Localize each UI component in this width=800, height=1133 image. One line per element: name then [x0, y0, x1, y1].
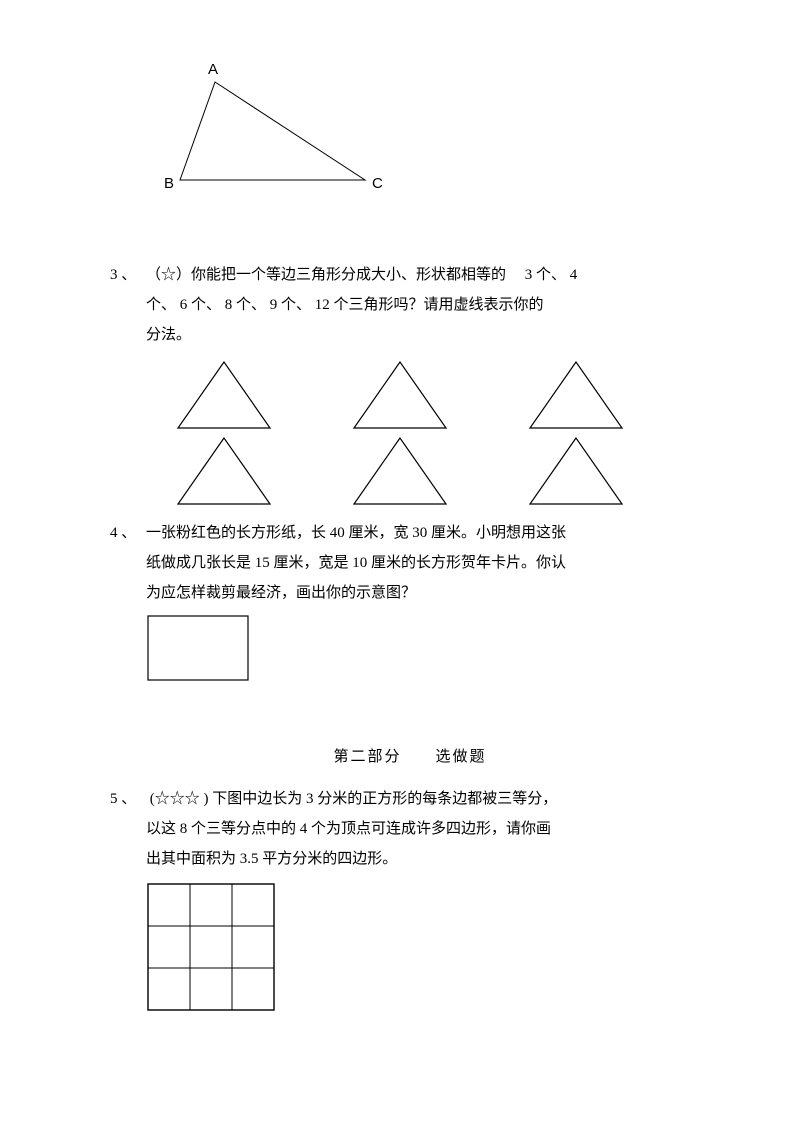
q3-line1: 3 、（☆）你能把一个等边三角形分成大小、形状都相等的 3 个、 4 [110, 260, 710, 290]
q4-line2: 纸做成几张长是 15 厘米，宽是 10 厘米的长方形贺年卡片。你认 [110, 548, 710, 578]
eq-triangle-6 [522, 434, 630, 508]
grid-3x3-svg [146, 882, 282, 1018]
q5-text1: (☆☆☆ ) 下图中边长为 3 分米的正方形的每条边都被三等分， [146, 791, 557, 807]
rectangle-svg [146, 614, 256, 686]
q5-line2: 以这 8 个三等分点中的 4 个为顶点可连成许多四边形，请你画 [110, 814, 710, 844]
q4-line1: 4 、一张粉红色的长方形纸，长 40 厘米，宽 30 厘米。小明想用这张 [110, 518, 710, 548]
section-2-title: 第二部分 选做题 [110, 745, 710, 766]
q4-text1: 一张粉红色的长方形纸，长 40 厘米，宽 30 厘米。小明想用这张 [146, 525, 566, 541]
triangle-abc-figure: A B C [160, 60, 710, 210]
triangle-abc-svg: A B C [160, 60, 390, 205]
grid-3x3-figure [146, 882, 710, 1023]
q5-line1: 5 、 (☆☆☆ ) 下图中边长为 3 分米的正方形的每条边都被三等分， [110, 784, 710, 814]
q4-number: 4 、 [110, 518, 146, 548]
eq-triangle-3 [522, 358, 630, 432]
eq-triangle-5 [346, 434, 454, 508]
rectangle-figure [146, 614, 710, 691]
vertex-b-label: B [164, 175, 174, 192]
equilateral-triangles-group [170, 358, 710, 508]
q4-line3: 为应怎样裁剪最经济，画出你的示意图？ [110, 578, 710, 608]
eq-triangle-4 [170, 434, 278, 508]
vertex-c-label: C [372, 175, 383, 192]
eq-triangle-2 [346, 358, 454, 432]
triangle-row-2 [170, 434, 710, 508]
q3-line2: 个、 6 个、 8 个、 9 个、 12 个三角形吗？请用虚线表示你的 [110, 290, 710, 320]
q3-line3: 分法。 [110, 320, 710, 350]
vertex-a-label: A [208, 61, 218, 78]
eq-triangle-1 [170, 358, 278, 432]
q5-number: 5 、 [110, 784, 146, 814]
q5-line3: 出其中面积为 3.5 平方分米的四边形。 [110, 844, 710, 874]
triangle-row-1 [170, 358, 710, 432]
q3-text1: （☆）你能把一个等边三角形分成大小、形状都相等的 3 个、 4 [146, 267, 577, 283]
q3-number: 3 、 [110, 260, 146, 290]
